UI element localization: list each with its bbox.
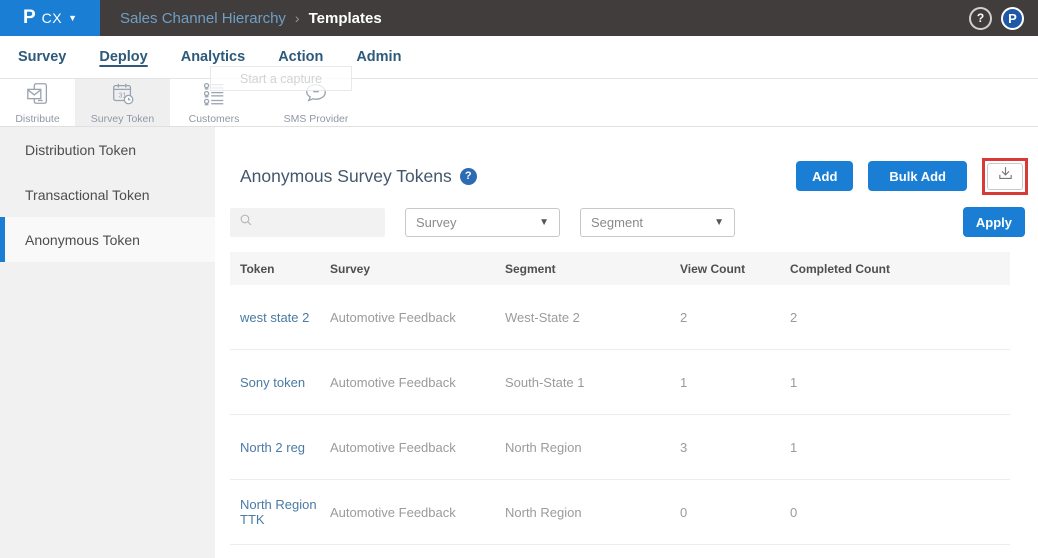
help-icon-glyph: ? <box>977 11 984 25</box>
avatar-glyph: P <box>1008 11 1017 26</box>
view-count-cell: 1 <box>680 375 790 390</box>
completed-count-cell: 1 <box>790 440 1010 455</box>
toolbar-item-label: Survey Token <box>91 113 154 125</box>
title-actions: Add Bulk Add <box>796 158 1028 195</box>
header-actions: ? P <box>969 7 1024 30</box>
completed-count-cell: 1 <box>790 375 1010 390</box>
app-root: P CX ▼ Sales Channel Hierarchy › Templat… <box>0 0 1038 558</box>
survey-cell: Automotive Feedback <box>330 310 505 325</box>
toolbar-item-survey-token[interactable]: 31 Survey Token <box>75 79 170 126</box>
table-row: North 2 reg Automotive Feedback North Re… <box>230 415 1010 480</box>
customers-icon <box>201 81 227 110</box>
apply-button[interactable]: Apply <box>963 207 1025 237</box>
view-count-cell: 3 <box>680 440 790 455</box>
segment-cell: North Region <box>505 505 680 520</box>
tab-admin[interactable]: Admin <box>356 49 401 65</box>
token-link[interactable]: North Region TTK <box>240 497 330 527</box>
brand-logo[interactable]: P CX ▼ <box>0 0 100 36</box>
title-row: Anonymous Survey Tokens ? Add Bulk Add <box>230 158 1028 194</box>
add-button[interactable]: Add <box>796 161 853 191</box>
token-sidebar: Distribution Token Transactional Token A… <box>0 127 215 558</box>
table-row: Sony token Automotive Feedback South-Sta… <box>230 350 1010 415</box>
segment-cell: North Region <box>505 440 680 455</box>
avatar[interactable]: P <box>1001 7 1024 30</box>
column-header-survey: Survey <box>330 262 505 276</box>
chevron-down-icon: ▼ <box>539 217 549 228</box>
completed-count-cell: 2 <box>790 310 1010 325</box>
toolbar-item-label: Distribute <box>15 113 59 125</box>
main-content: Anonymous Survey Tokens ? Add Bulk Add <box>215 127 1038 558</box>
toolbar-item-customers[interactable]: Customers <box>178 79 250 126</box>
chevron-down-icon: ▼ <box>68 13 77 23</box>
table-row: west state 2 Automotive Feedback West-St… <box>230 285 1010 350</box>
page-body: Distribution Token Transactional Token A… <box>0 127 1038 558</box>
tab-action[interactable]: Action <box>278 49 323 65</box>
token-link[interactable]: Sony token <box>240 375 330 390</box>
top-header: P CX ▼ Sales Channel Hierarchy › Templat… <box>0 0 1038 36</box>
table-header-row: Token Survey Segment View Count Complete… <box>230 252 1010 285</box>
breadcrumb-separator: › <box>295 10 300 26</box>
column-header-completed-count: Completed Count <box>790 262 1010 276</box>
deploy-toolbar: Distribute 31 Survey Token <box>0 79 1038 127</box>
tab-analytics[interactable]: Analytics <box>181 49 245 65</box>
survey-token-icon: 31 <box>110 81 136 110</box>
survey-filter-select[interactable]: Survey ▼ <box>405 208 560 237</box>
table-row: North Region TTK Automotive Feedback Nor… <box>230 480 1010 545</box>
logo-product-label: CX <box>42 10 62 26</box>
sidebar-item-transactional-token[interactable]: Transactional Token <box>0 172 215 217</box>
token-link[interactable]: west state 2 <box>240 310 330 325</box>
sms-provider-icon <box>303 81 329 110</box>
survey-cell: Automotive Feedback <box>330 440 505 455</box>
filter-row: Survey ▼ Segment ▼ Apply <box>230 207 1025 237</box>
help-icon[interactable]: ? <box>969 7 992 30</box>
toolbar-item-sms-provider[interactable]: SMS Provider <box>266 79 366 126</box>
logo-p-icon: P <box>23 7 36 29</box>
breadcrumb-parent-link[interactable]: Sales Channel Hierarchy <box>120 10 286 27</box>
segment-filter-select[interactable]: Segment ▼ <box>580 208 735 237</box>
search-icon <box>239 213 253 232</box>
survey-cell: Automotive Feedback <box>330 505 505 520</box>
tab-deploy[interactable]: Deploy <box>99 49 147 65</box>
search-input[interactable] <box>259 215 379 230</box>
breadcrumb-current: Templates <box>309 10 382 27</box>
title-help-glyph: ? <box>465 170 472 182</box>
segment-cell: South-State 1 <box>505 375 680 390</box>
segment-filter-value: Segment <box>591 215 643 230</box>
annotation-highlight-box <box>982 158 1028 195</box>
segment-cell: West-State 2 <box>505 310 680 325</box>
search-box <box>230 208 385 237</box>
view-count-cell: 2 <box>680 310 790 325</box>
toolbar-item-label: Customers <box>189 113 240 125</box>
sidebar-item-distribution-token[interactable]: Distribution Token <box>0 127 215 172</box>
survey-filter-value: Survey <box>416 215 456 230</box>
token-link[interactable]: North 2 reg <box>240 440 330 455</box>
toolbar-item-distribute[interactable]: Distribute <box>0 79 75 126</box>
view-count-cell: 0 <box>680 505 790 520</box>
download-button[interactable] <box>987 163 1023 190</box>
column-header-view-count: View Count <box>680 262 790 276</box>
main-nav: Survey Deploy Analytics Action Admin <box>0 36 1038 79</box>
chevron-down-icon: ▼ <box>714 217 724 228</box>
tab-survey[interactable]: Survey <box>18 49 66 65</box>
survey-cell: Automotive Feedback <box>330 375 505 390</box>
title-help-icon[interactable]: ? <box>460 168 477 185</box>
completed-count-cell: 0 <box>790 505 1010 520</box>
toolbar-item-label: SMS Provider <box>284 113 349 125</box>
tokens-table: Token Survey Segment View Count Complete… <box>230 252 1010 545</box>
breadcrumb: Sales Channel Hierarchy › Templates <box>120 10 382 27</box>
column-header-token: Token <box>240 262 330 276</box>
distribute-icon <box>25 81 51 110</box>
sidebar-item-anonymous-token[interactable]: Anonymous Token <box>0 217 215 262</box>
bulk-add-button[interactable]: Bulk Add <box>868 161 967 191</box>
column-header-segment: Segment <box>505 262 680 276</box>
page-title: Anonymous Survey Tokens <box>240 166 452 187</box>
download-icon <box>997 165 1014 187</box>
